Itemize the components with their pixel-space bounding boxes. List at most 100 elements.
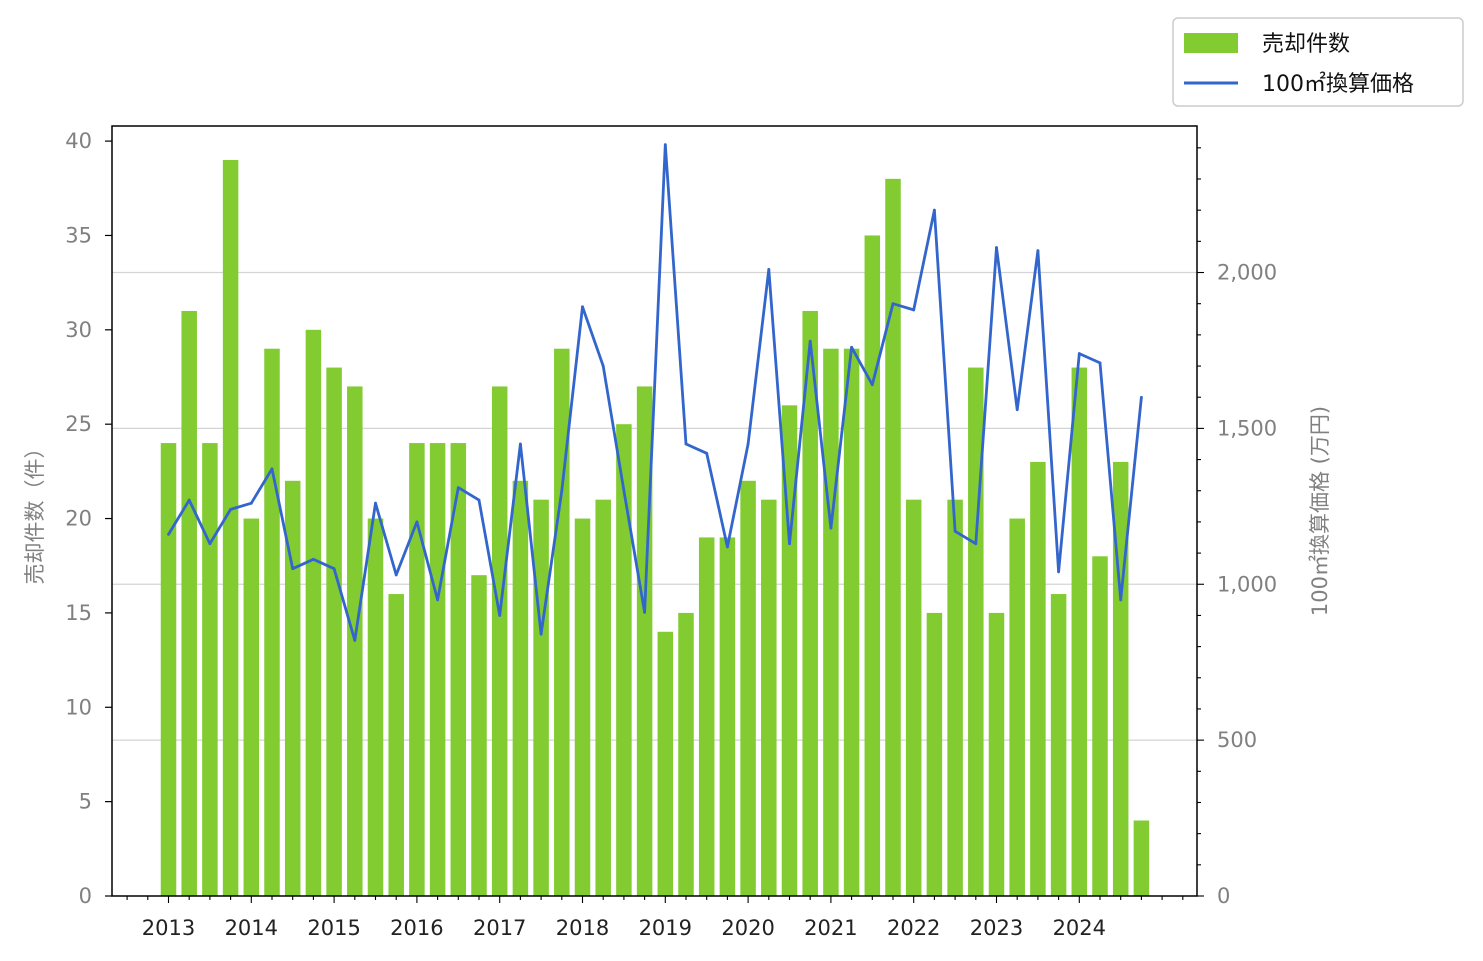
line-point: [870, 383, 874, 387]
line-point: [912, 308, 916, 312]
bar-series: [160, 159, 1150, 897]
line-point: [684, 442, 688, 446]
x-tick-label: 2024: [1053, 916, 1106, 940]
x-tick-label: 2016: [390, 916, 443, 940]
right-tick-label: 1,000: [1217, 572, 1277, 596]
left-tick-label: 25: [65, 412, 92, 436]
x-tick-label: 2015: [307, 916, 360, 940]
bar: [554, 348, 570, 897]
line-point: [353, 638, 357, 642]
bar: [657, 631, 674, 896]
left-tick-label: 0: [79, 884, 92, 908]
x-tick-label: 2013: [142, 916, 195, 940]
bar: [1092, 556, 1108, 896]
left-axis: 0 5 10 15 20 25 30 35 40: [65, 129, 112, 908]
line-point: [1077, 352, 1081, 355]
bar: [947, 499, 963, 896]
line-series: [167, 143, 1143, 642]
bar: [409, 443, 425, 896]
line-point: [1119, 598, 1123, 602]
line-point: [581, 305, 584, 309]
legend-bar-label: 売却件数: [1262, 32, 1350, 57]
line-point: [726, 545, 729, 549]
line-point: [705, 451, 709, 455]
x-tick-label: 2021: [804, 916, 857, 940]
bar: [802, 310, 818, 896]
bar: [326, 367, 342, 897]
line-point: [850, 345, 853, 349]
bar: [1009, 518, 1025, 896]
legend-bar-swatch: [1184, 33, 1238, 53]
x-axis: 2013 2014 2015 2016 2017 2018 2019 2020 2021 2022…: [126, 896, 1184, 940]
line-point: [270, 467, 274, 471]
bar: [740, 480, 756, 896]
line-point: [332, 567, 336, 571]
x-tick-label: 2023: [970, 916, 1023, 940]
line-point: [249, 501, 253, 505]
right-tick-label: 500: [1217, 728, 1257, 752]
left-tick-label: 10: [65, 695, 92, 719]
bar: [305, 329, 322, 897]
line-point: [601, 364, 605, 368]
bar: [843, 348, 860, 897]
bar: [905, 499, 922, 896]
bar: [823, 348, 839, 897]
bar: [450, 443, 467, 896]
bar: [471, 575, 487, 896]
bar: [388, 594, 404, 896]
bar: [988, 612, 1005, 896]
bar: [284, 480, 301, 896]
line-point: [519, 442, 522, 446]
bar: [367, 518, 384, 896]
left-axis-title: 売却件数（件）: [23, 438, 47, 585]
left-tick-label: 5: [79, 790, 92, 814]
legend-box: [1172, 17, 1464, 107]
line-point: [436, 598, 439, 602]
bar: [181, 310, 197, 896]
line-point: [1098, 361, 1102, 365]
bar: [926, 612, 943, 896]
left-tick-label: 30: [65, 318, 92, 342]
line-point: [560, 489, 564, 493]
line-point: [167, 532, 170, 536]
line-point: [995, 246, 998, 249]
line-point: [312, 557, 315, 561]
bar: [429, 443, 446, 896]
right-axis: 0 500 1,000 1,500 2,000: [1197, 147, 1277, 908]
bar: [761, 499, 777, 896]
line-point: [746, 442, 750, 446]
left-tick-label: 40: [65, 129, 92, 153]
line-point: [1036, 249, 1040, 253]
bar: [533, 499, 549, 896]
line-point: [498, 614, 502, 617]
bar: [719, 537, 736, 896]
line-point: [643, 610, 646, 614]
bar: [574, 518, 591, 896]
left-tick-label: 15: [65, 601, 92, 625]
line-point: [456, 486, 460, 490]
left-tick-label: 35: [65, 223, 92, 247]
line-point: [891, 302, 895, 306]
price-line: [167, 143, 1143, 642]
line-point: [374, 501, 377, 505]
line-point: [808, 339, 812, 343]
bar: [885, 178, 901, 896]
x-tick-label: 2014: [225, 916, 278, 940]
bar: [1030, 461, 1046, 896]
right-axis-title: 100㎡換算価格 (万円): [1308, 406, 1332, 616]
left-tick-label: 20: [65, 507, 92, 531]
bar: [1133, 820, 1150, 896]
line-point: [974, 542, 978, 546]
right-tick-label: 1,500: [1217, 416, 1277, 440]
bar: [781, 405, 798, 896]
bar: [1050, 594, 1067, 896]
line-point: [539, 632, 543, 636]
legend: 売却件数 100㎡換算価格: [1172, 17, 1464, 107]
bar: [160, 443, 177, 896]
bar: [243, 518, 260, 896]
line-point: [415, 520, 419, 524]
bar: [595, 499, 611, 896]
line-point: [477, 498, 481, 502]
line-point: [767, 268, 771, 271]
